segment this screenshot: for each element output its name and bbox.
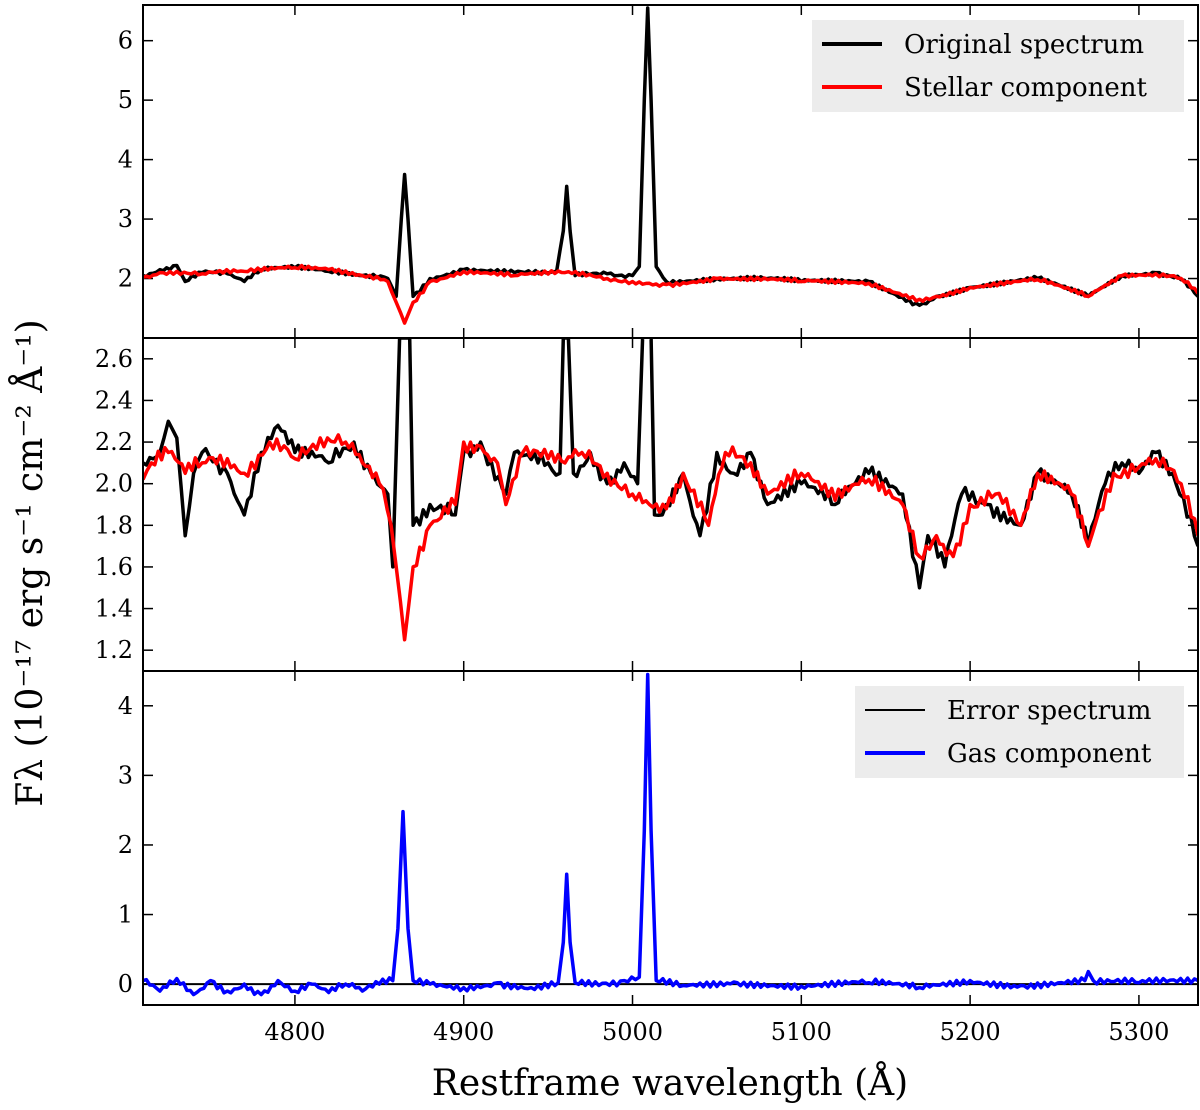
series-layer: [143, 6, 1198, 997]
x-tick-label-5: 5300: [1108, 1018, 1169, 1046]
y-tick-label-top-2: 4: [118, 146, 133, 174]
y-tick-label-bottom-0: 0: [118, 970, 133, 998]
y-tick-label-middle-1: 1.4: [95, 595, 133, 623]
legend-top: Original spectrum Stellar component: [812, 20, 1184, 112]
y-tick-label-middle-4: 2.0: [95, 470, 133, 498]
x-tick-label-1: 4900: [433, 1018, 494, 1046]
legend-label-error: Error spectrum: [947, 696, 1151, 726]
legend-bottom: Error spectrum Gas component: [855, 686, 1184, 778]
y-tick-label-middle-2: 1.6: [95, 553, 133, 581]
y-tick-label-bottom-3: 3: [118, 761, 133, 789]
legend-bottom-box: [855, 686, 1184, 778]
series-bottom-gas-component: [143, 672, 1198, 997]
y-tick-label-top-3: 5: [118, 86, 133, 114]
y-tick-label-middle-6: 2.4: [95, 386, 133, 414]
series-middle-stellar-component: [143, 433, 1198, 642]
x-tick-label-2: 5000: [602, 1018, 663, 1046]
x-axis-title: Restframe wavelength (Å): [432, 1062, 908, 1104]
legend-label-original: Original spectrum: [904, 30, 1144, 60]
y-tick-label-middle-5: 2.2: [95, 428, 133, 456]
outer-frame: [142, 4, 1199, 1006]
x-tick-label-0: 4800: [264, 1018, 325, 1046]
legend-label-stellar: Stellar component: [904, 73, 1148, 103]
y-tick-label-middle-3: 1.8: [95, 511, 133, 539]
y-tick-label-middle-7: 2.6: [95, 345, 133, 373]
x-tick-label-4: 5200: [940, 1018, 1001, 1046]
series-top-stellar-component: [143, 263, 1198, 325]
y-axis-title: Fλ (10⁻¹⁷ erg s⁻¹ cm⁻² Å⁻¹): [9, 319, 51, 806]
y-tick-label-top-1: 3: [118, 205, 133, 233]
legend-label-gas: Gas component: [947, 739, 1152, 769]
ticks-layer: 2 3 4 5 6 1.2 1.4 1.6 1.8 2.0 2.2 2.4 2.6 0 1 2 3 4 4800 49…: [95, 5, 1198, 1046]
y-tick-label-bottom-1: 1: [118, 901, 133, 929]
y-tick-label-middle-0: 1.2: [95, 636, 133, 664]
y-tick-label-bottom-2: 2: [118, 831, 133, 859]
x-tick-label-3: 5100: [771, 1018, 832, 1046]
y-tick-label-top-4: 6: [118, 27, 133, 55]
y-tick-label-top-0: 2: [118, 265, 133, 293]
legend-top-box: [812, 20, 1184, 112]
y-tick-label-bottom-4: 4: [118, 692, 133, 720]
